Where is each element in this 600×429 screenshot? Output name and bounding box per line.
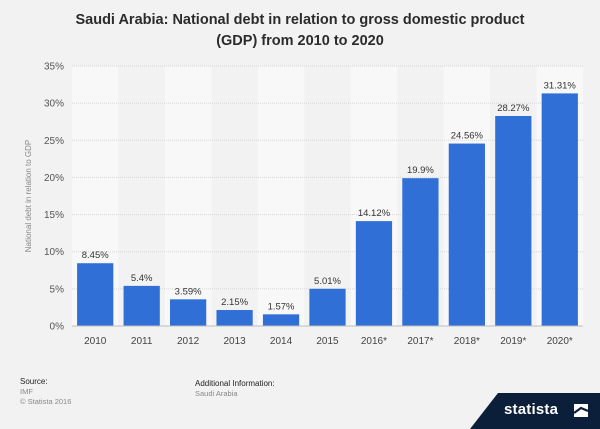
y-axis-title: National debt in relation to GDP [24, 140, 33, 253]
additional-info-block: Additional Information: Saudi Arabia [195, 379, 275, 399]
bar-value-label: 1.57% [268, 301, 295, 312]
bar-chart: 0% 5% 10% 15% 20% 25% 30% 35% National debt in r… [24, 62, 583, 347]
statista-logo-icon [574, 404, 588, 417]
bar [402, 178, 439, 326]
bar-value-label: 19.9% [407, 165, 434, 176]
bar [541, 93, 578, 326]
y-tick-label: 0% [50, 322, 65, 333]
x-tick-label: 2018* [454, 336, 480, 347]
bar-value-label: 5.01% [314, 276, 341, 287]
y-tick-label: 25% [44, 136, 64, 147]
y-tick-label: 20% [44, 173, 64, 184]
title-line-1: Saudi Arabia: National debt in relation … [75, 12, 525, 28]
brand-wordmark: statista [504, 401, 559, 418]
y-tick-label: 10% [44, 247, 64, 258]
y-tick-label: 35% [44, 62, 64, 73]
x-tick-label: 2011 [131, 336, 153, 347]
bar [309, 288, 346, 326]
bar-value-label: 28.27% [497, 103, 530, 114]
bar-value-label: 31.31% [544, 80, 577, 91]
statista-brand: statista [470, 393, 600, 429]
column-band [257, 66, 305, 326]
y-tick-label: 15% [44, 210, 64, 221]
x-tick-label: 2015 [316, 336, 339, 347]
y-tick-label: 30% [44, 99, 64, 110]
additional-info-label: Additional Information: [195, 379, 275, 388]
bar-value-label: 5.4% [131, 273, 153, 284]
source-block: Source: IMF © Statista 2016 [20, 377, 71, 407]
bar [170, 299, 207, 326]
bar-value-label: 8.45% [82, 250, 109, 261]
y-tick-label: 5% [50, 284, 65, 295]
x-tick-label: 2016* [361, 336, 387, 347]
additional-info-value: Saudi Arabia [195, 389, 238, 398]
bar [77, 263, 114, 326]
x-tick-label: 2014 [270, 336, 293, 347]
bar [216, 310, 253, 326]
column-band [164, 66, 212, 326]
copyright-text: © Statista 2016 [20, 397, 72, 406]
bar [495, 115, 532, 326]
x-tick-label: 2017* [407, 336, 433, 347]
x-tick-label: 2020* [547, 336, 573, 347]
bar [262, 314, 300, 326]
chart-title: Saudi Arabia: National debt in relation … [0, 10, 600, 52]
bar [448, 143, 485, 326]
x-tick-label: 2010 [84, 336, 107, 347]
bar [355, 221, 393, 326]
source-label: Source: [20, 377, 48, 386]
bar-value-label: 24.56% [451, 131, 484, 142]
x-tick-label: 2019* [500, 336, 526, 347]
bar [123, 285, 160, 326]
bar-value-label: 2.15% [221, 297, 248, 308]
source-name: IMF [20, 387, 33, 396]
title-line-2: (GDP) from 2010 to 2020 [216, 33, 384, 49]
x-tick-label: 2012 [177, 336, 200, 347]
bar-value-label: 14.12% [358, 208, 391, 219]
bar-value-label: 3.59% [175, 286, 202, 297]
x-tick-label: 2013 [223, 336, 246, 347]
